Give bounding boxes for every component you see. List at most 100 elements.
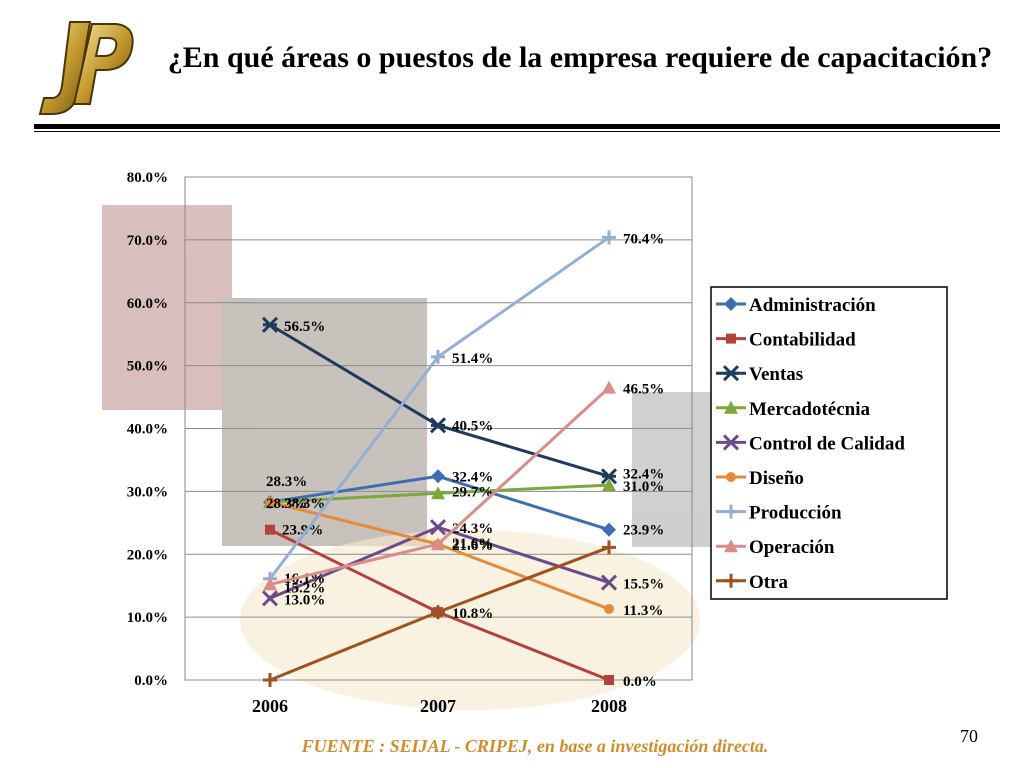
y-tick-label: 0.0% — [134, 673, 168, 689]
photo-left — [102, 205, 232, 410]
series-8 — [263, 540, 616, 687]
data-point — [431, 486, 445, 500]
data-point — [602, 522, 616, 537]
y-tick-label: 10.0% — [127, 610, 168, 626]
legend-label: Ventas — [749, 364, 803, 385]
data-point — [602, 478, 616, 492]
legend-item: Administración — [716, 295, 876, 316]
x-tick-label: 2007 — [420, 696, 456, 716]
photo-right — [632, 392, 712, 547]
legend-label: Diseño — [749, 468, 804, 489]
legend-label: Otra — [749, 572, 789, 593]
data-label: 24.3% — [452, 521, 493, 537]
legend-label: Operación — [749, 537, 835, 558]
data-point — [263, 577, 277, 591]
legend-marker — [726, 333, 736, 344]
data-point — [265, 524, 275, 535]
data-label: 23.9% — [623, 523, 664, 539]
data-point — [431, 349, 445, 364]
legend-label: Contabilidad — [749, 330, 856, 351]
data-label: 23.9% — [282, 523, 323, 539]
y-tick-label: 30.0% — [127, 484, 168, 500]
series-0: 28.3% 32.4% 23.9% — [263, 469, 664, 539]
page-number: 70 — [960, 726, 978, 746]
legend-label: Administración — [749, 295, 876, 316]
data-label: 11.3% — [623, 603, 663, 619]
legend-box — [710, 286, 948, 600]
y-tick-label: 60.0% — [127, 296, 168, 312]
background-photos — [102, 205, 712, 710]
legend-marker — [722, 365, 740, 382]
y-tick-label: 40.0% — [127, 422, 168, 438]
legend-item: Otra — [716, 572, 789, 593]
series-6: 16.1%51.4%70.4% — [263, 230, 664, 587]
data-point — [600, 574, 618, 591]
legend-item: Contabilidad — [716, 330, 856, 351]
data-label: 46.5% — [623, 382, 664, 398]
legend-marker — [724, 400, 738, 414]
y-tick-label: 50.0% — [127, 359, 168, 375]
data-label: 0.0% — [623, 674, 657, 690]
data-point — [604, 603, 614, 614]
series-7: 15.2% 21.6% 46.5% — [263, 380, 664, 596]
legend-marker — [724, 504, 738, 519]
y-tick-label: 20.0% — [127, 547, 168, 563]
legend-item: Mercadotécnia — [716, 399, 870, 420]
legend-marker — [726, 472, 736, 482]
data-label: 13.0% — [284, 592, 325, 608]
series-4: 13.0% 24.3% 15.5% — [261, 519, 664, 608]
data-point — [261, 590, 279, 607]
data-point — [431, 605, 445, 620]
legend-marker — [724, 573, 738, 588]
data-point — [431, 469, 445, 484]
data-label: 28.3% — [266, 496, 307, 512]
data-point — [602, 230, 616, 245]
data-point — [429, 519, 447, 536]
data-point — [265, 497, 275, 508]
x-tick-label: 2008 — [591, 696, 627, 716]
data-label: 28.3% — [266, 474, 307, 490]
data-label: 21.6% — [452, 538, 493, 554]
legend-item: Control de Calidad — [716, 433, 905, 454]
legend-marker — [724, 297, 738, 311]
data-label: 32.4% — [623, 466, 664, 482]
legend-item: Diseño — [716, 468, 804, 489]
chart-legend: Administración Contabilidad Ventas Mercadot… — [710, 286, 948, 600]
legend-item: Ventas — [716, 364, 803, 385]
data-point — [604, 675, 614, 685]
legend-item: Producción — [716, 503, 842, 524]
title-rule — [34, 124, 1000, 129]
data-point — [431, 537, 445, 551]
x-tick-label: 2006 — [252, 696, 288, 716]
data-point — [429, 417, 447, 434]
chart-series: 28.3% 32.4% 23.9% 23.9% 10.8% 0.0% 56.5% 40.5% 3… — [261, 230, 664, 690]
logo-jp — [38, 21, 134, 115]
data-label: 21.6% — [452, 536, 493, 552]
legend-label: Mercadotécnia — [749, 399, 870, 420]
data-label: 10.8% — [452, 606, 493, 622]
data-label: 31.0% — [623, 479, 664, 495]
data-label: 15.5% — [623, 577, 664, 593]
x-axis-ticks: 2006 2007 2008 — [252, 696, 627, 716]
legend-label: Producción — [749, 503, 842, 524]
data-label: 29.7% — [452, 484, 493, 500]
data-label: 70.4% — [623, 231, 664, 247]
data-point — [261, 316, 279, 333]
y-axis-ticks: 0.0% 10.0% 20.0% 30.0% 40.0% 50.0% 60.0% 70.0% 8… — [127, 170, 168, 689]
y-tick-label: 80.0% — [127, 170, 168, 186]
series-2: 56.5% 40.5% 32.4% — [261, 316, 664, 485]
data-point — [263, 673, 277, 687]
source-note: FUENTE : SEIJAL - CRIPEJ, en base a inve… — [301, 736, 769, 756]
slide-title: ¿En qué áreas o puestos de la empresa re… — [167, 41, 993, 74]
data-label: 32.4% — [452, 469, 493, 485]
legend-marker — [722, 434, 740, 451]
data-point — [602, 540, 616, 555]
data-label: 51.4% — [452, 351, 493, 367]
legend-label: Control de Calidad — [749, 433, 905, 454]
legend-item: Operación — [716, 537, 835, 558]
legend-marker — [724, 539, 738, 553]
data-point — [600, 468, 618, 485]
title-rule-thin — [34, 131, 1000, 132]
data-label: 15.2% — [284, 580, 325, 596]
